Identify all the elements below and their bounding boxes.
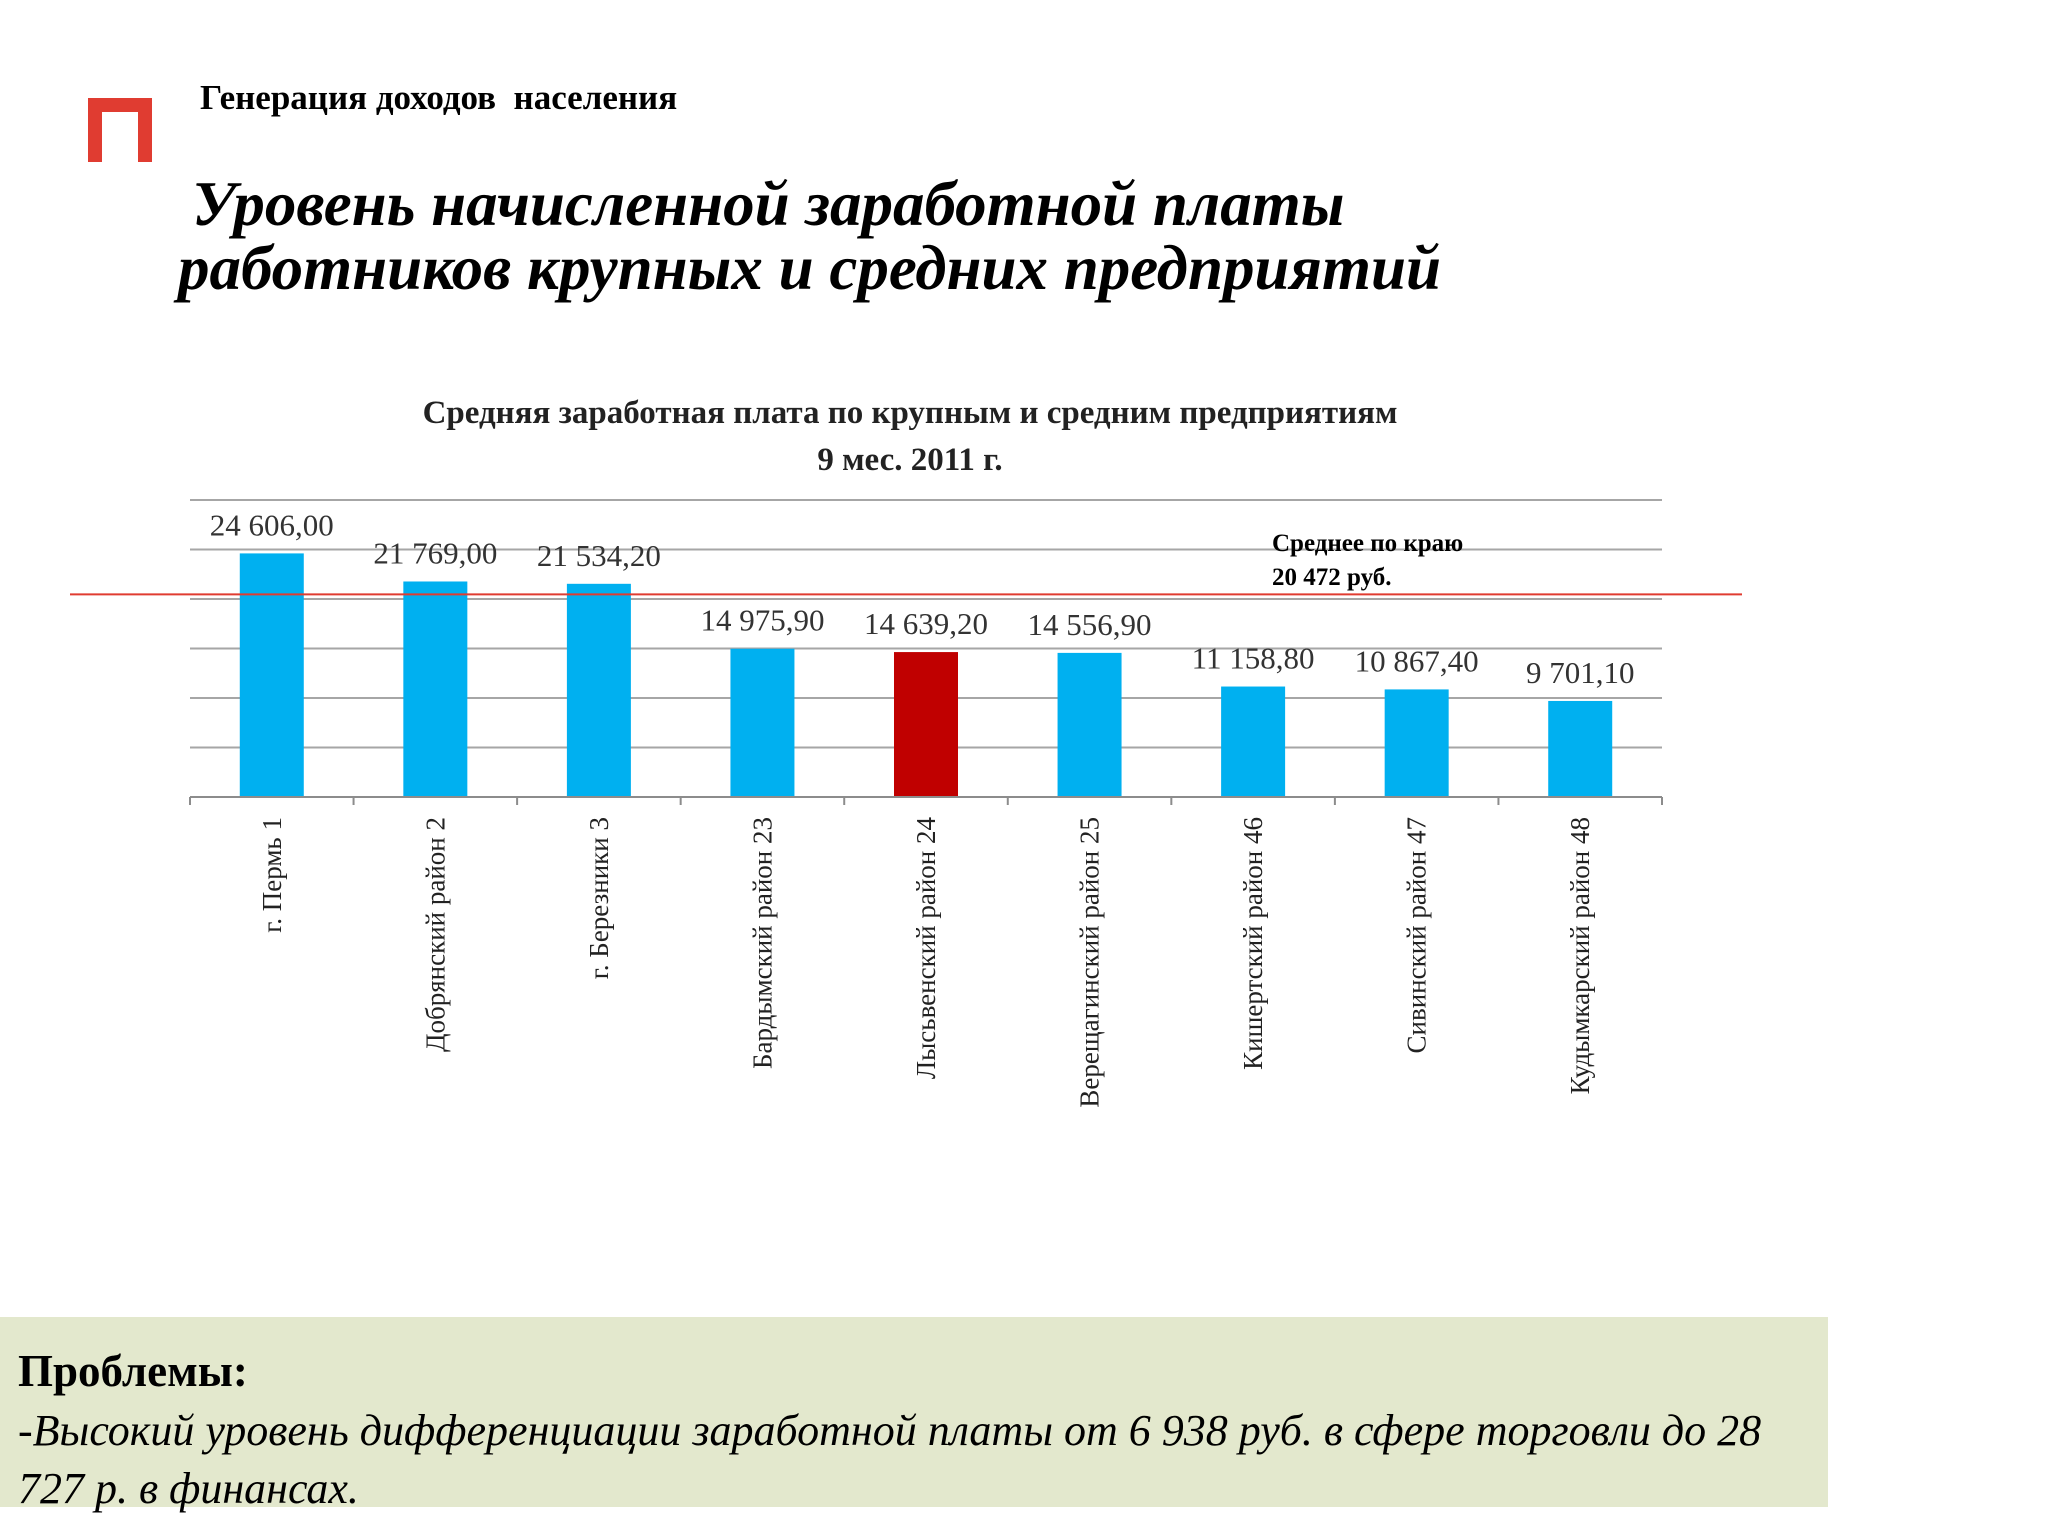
category-label: Сивинский район 47 bbox=[1402, 817, 1432, 1054]
chart-category-labels: г. Пермь 1 Добрянский район 2 г. Березники… bbox=[257, 817, 1595, 1108]
chart-x-axis bbox=[189, 796, 1663, 805]
chart-subtitle: 9 мес. 2011 г. bbox=[817, 442, 1002, 478]
bar bbox=[239, 553, 304, 797]
chart-bars bbox=[239, 553, 1613, 797]
bar bbox=[1548, 700, 1613, 797]
bar bbox=[403, 581, 468, 797]
bar bbox=[894, 652, 958, 797]
category-label: Кудымкарский район 48 bbox=[1565, 817, 1595, 1094]
reference-line-label: Среднее по краю bbox=[1272, 530, 1463, 557]
bar bbox=[1057, 652, 1122, 797]
category-label: г. Березники 3 bbox=[584, 817, 614, 979]
category-label: Кишертский район 46 bbox=[1238, 817, 1268, 1070]
red-p-logo-icon bbox=[88, 98, 152, 162]
problems-panel: Проблемы: -Высокий уровень дифференциаци… bbox=[0, 1317, 1828, 1513]
bar-value-label: 14 556,90 bbox=[1028, 607, 1152, 642]
bar bbox=[1221, 686, 1286, 797]
page-title-line-1: Уровень начисленной заработной платы bbox=[192, 169, 1345, 239]
bar-value-label: 11 158,80 bbox=[1192, 641, 1315, 676]
page-title: Уровень начисленной заработной платы раб… bbox=[178, 172, 1878, 300]
bar-value-label: 24 606,00 bbox=[210, 507, 334, 542]
page-title-line-2: работников крупных и средних предприятий bbox=[178, 233, 1442, 303]
category-label: Бардымский район 23 bbox=[747, 817, 777, 1069]
bar-value-label: 14 975,90 bbox=[700, 603, 824, 638]
problems-title: Проблемы: bbox=[18, 1346, 248, 1396]
category-label: Лысьвенский район 24 bbox=[911, 817, 941, 1080]
reference-line-value: 20 472 руб. bbox=[1272, 564, 1392, 591]
bar bbox=[566, 583, 631, 797]
category-label: Верещагинский район 25 bbox=[1075, 817, 1105, 1108]
problems-text: -Высокий уровень дифференциации заработн… bbox=[18, 1406, 1762, 1513]
header-caption: Генерация доходов населения bbox=[200, 78, 678, 117]
bar bbox=[730, 648, 795, 797]
bar-value-label: 14 639,20 bbox=[864, 606, 988, 641]
category-label: г. Пермь 1 bbox=[257, 817, 287, 933]
category-label: Добрянский район 2 bbox=[420, 817, 450, 1052]
bar-value-label: 9 701,10 bbox=[1526, 655, 1635, 690]
bar bbox=[1384, 689, 1449, 797]
chart-value-labels: 24 606,00 21 769,00 21 534,20 14 975,90 14 6… bbox=[210, 507, 1635, 690]
bar-value-label: 21 534,20 bbox=[537, 538, 661, 573]
bar-value-label: 10 867,40 bbox=[1355, 643, 1479, 678]
chart-title: Средняя заработная плата по крупным и ср… bbox=[423, 395, 1398, 431]
bar-value-label: 21 769,00 bbox=[373, 535, 497, 570]
salary-bar-chart: Средняя заработная плата по крупным и ср… bbox=[70, 395, 1742, 1108]
